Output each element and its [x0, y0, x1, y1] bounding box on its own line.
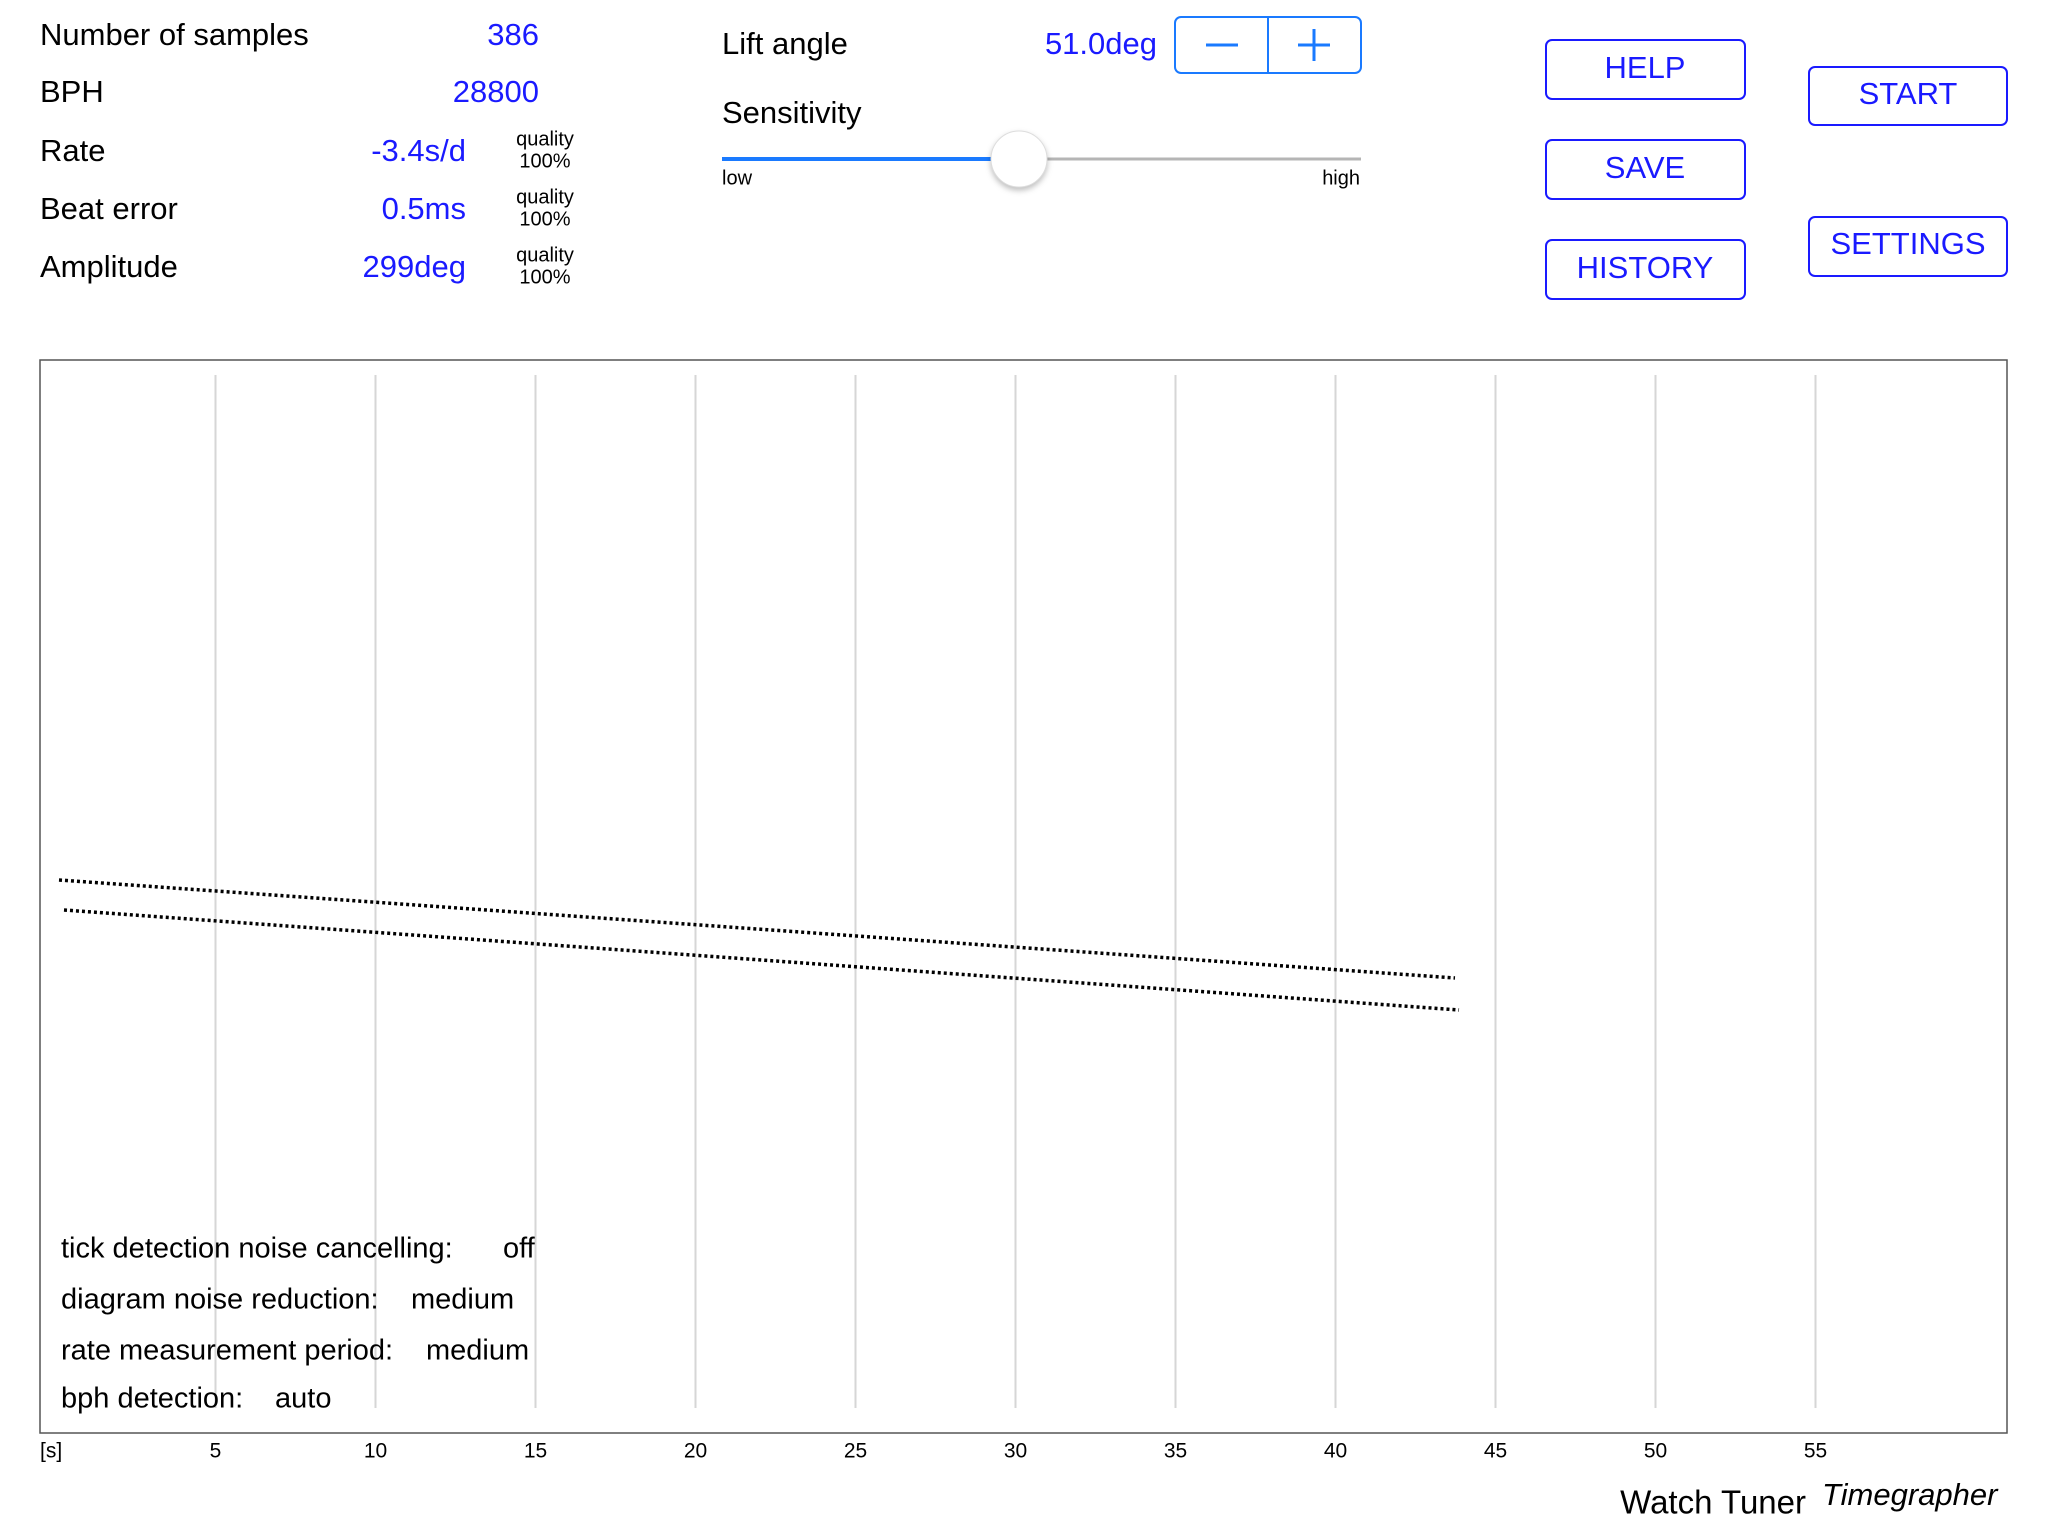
x-tick-label: 55: [1804, 1440, 1827, 1463]
x-axis-label: [s]: [40, 1440, 62, 1463]
lift-angle-label: Lift angle: [722, 26, 848, 61]
quality-value: 100%: [519, 150, 570, 172]
stat-label: Amplitude: [40, 249, 178, 284]
quality-value: 100%: [519, 266, 570, 288]
stat-value: 28800: [453, 74, 539, 109]
notes: tick detection noise cancelling: off dia…: [61, 1233, 536, 1415]
x-tick-label: 50: [1644, 1440, 1667, 1463]
quality-label: quality: [516, 186, 574, 208]
x-tick-label: 25: [844, 1440, 867, 1463]
stats: Number of samples 386 BPH 28800 Rate -3.…: [40, 17, 574, 288]
trace: [58, 878, 1456, 980]
button-label: HISTORY: [1577, 250, 1714, 285]
lift-angle-value: 51.0deg: [1045, 26, 1157, 61]
slider-low: low: [722, 167, 753, 189]
slider-high: high: [1322, 167, 1360, 189]
stat-value: -3.4s/d: [371, 133, 466, 168]
button-label: START: [1859, 76, 1958, 111]
stat-label: BPH: [40, 74, 104, 109]
stepper: [1174, 16, 1362, 74]
x-tick-label: 20: [684, 1440, 707, 1463]
x-tick-label: 35: [1164, 1440, 1187, 1463]
button-label: HELP: [1605, 50, 1686, 85]
start-button[interactable]: START: [1808, 66, 2008, 126]
note-label: diagram noise reduction:: [61, 1284, 379, 1316]
note-value: off: [503, 1233, 536, 1265]
stat-value: 0.5ms: [382, 191, 466, 226]
sensitivity-label: Sensitivity: [722, 95, 862, 130]
x-tick-label: 40: [1324, 1440, 1347, 1463]
trace: [63, 908, 1460, 1012]
quality-value: 100%: [519, 208, 570, 230]
stat-label: Number of samples: [40, 17, 309, 52]
help-button[interactable]: HELP: [1545, 39, 1746, 100]
note-value: auto: [275, 1383, 331, 1415]
app-name: Watch Tuner: [1620, 1484, 1806, 1521]
x-tick-label: 30: [1004, 1440, 1027, 1463]
x-tick-label: 15: [524, 1440, 547, 1463]
note-label: rate measurement period:: [61, 1335, 393, 1367]
note-value: medium: [411, 1284, 514, 1316]
traces: [58, 878, 1460, 1012]
note-label: bph detection:: [61, 1383, 243, 1415]
x-tick-label: 45: [1484, 1440, 1507, 1463]
stat-value: 299deg: [363, 249, 466, 284]
x-tick-label: 5: [210, 1440, 222, 1463]
note-value: medium: [426, 1335, 529, 1367]
save-button[interactable]: SAVE: [1545, 139, 1746, 200]
x-tick-label: 10: [364, 1440, 387, 1463]
chart-frame: [39, 359, 2008, 1434]
stat-label: Beat error: [40, 191, 178, 226]
stat-value: 386: [487, 17, 539, 52]
stat-label: Rate: [40, 133, 105, 168]
increment-button[interactable]: [1298, 29, 1330, 61]
quality-label: quality: [516, 128, 574, 150]
settings-button[interactable]: SETTINGS: [1808, 216, 2008, 277]
button-label: SETTINGS: [1830, 226, 1985, 261]
note-label: tick detection noise cancelling:: [61, 1233, 453, 1265]
sensitivity-slider[interactable]: [722, 130, 1361, 188]
button-label: SAVE: [1605, 150, 1685, 185]
quality-label: quality: [516, 244, 574, 266]
app-subtitle: Timegrapher: [1822, 1477, 1999, 1512]
history-button[interactable]: HISTORY: [1545, 239, 1746, 300]
